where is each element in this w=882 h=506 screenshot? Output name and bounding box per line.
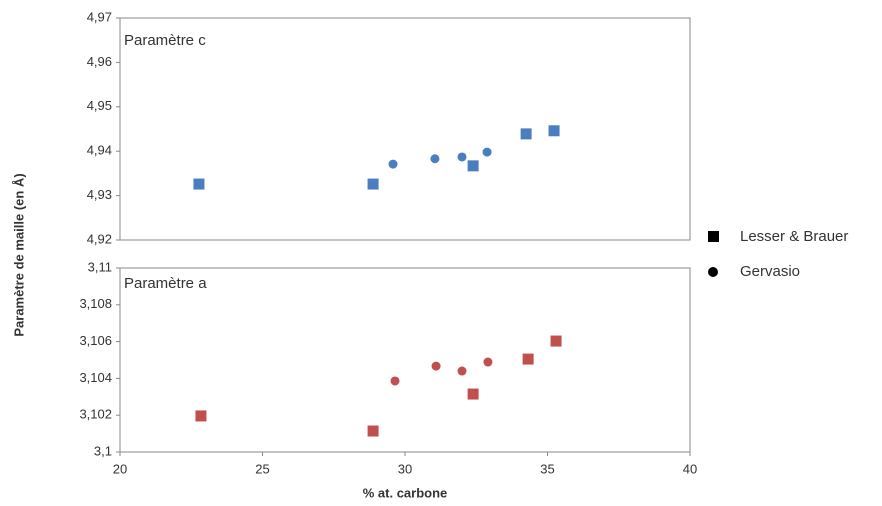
- panel-title: Paramètre a: [124, 275, 207, 292]
- x-tick-label: 20: [113, 461, 127, 476]
- legend-label: Gervasio: [740, 263, 800, 280]
- point: [457, 366, 467, 376]
- legend-marker: [708, 231, 719, 242]
- point: [367, 425, 379, 437]
- y-tick-label: 4,94: [87, 143, 112, 158]
- point: [367, 178, 379, 190]
- point: [467, 388, 479, 400]
- point: [483, 357, 493, 367]
- y-tick-label: 3,11: [88, 259, 112, 274]
- legend-marker: [708, 267, 718, 277]
- panel-frame: [119, 17, 691, 241]
- y-tick-label: 3,104: [79, 370, 112, 385]
- point: [550, 335, 562, 347]
- y-tick-label: 3,106: [79, 333, 112, 348]
- point: [467, 160, 479, 172]
- y-tick-label: 4,95: [87, 98, 112, 113]
- point: [482, 147, 492, 157]
- panel-title: Paramètre c: [124, 32, 206, 49]
- point: [522, 353, 534, 365]
- x-tick-label: 30: [398, 461, 412, 476]
- point: [431, 361, 441, 371]
- point: [548, 125, 560, 137]
- y-tick-label: 4,92: [87, 231, 112, 246]
- point: [457, 152, 467, 162]
- y-tick-label: 4,96: [87, 54, 112, 69]
- y-tick-label: 3,102: [79, 407, 112, 422]
- y-tick-label: 3,108: [79, 296, 112, 311]
- point: [193, 178, 205, 190]
- point: [520, 128, 532, 140]
- legend-label: Lesser & Brauer: [740, 228, 848, 245]
- point: [388, 159, 398, 169]
- point: [195, 410, 207, 422]
- y-tick-label: 4,97: [87, 9, 112, 24]
- point: [430, 154, 440, 164]
- point: [390, 376, 400, 386]
- y-axis-label: Paramètre de maille (en Å): [11, 173, 26, 336]
- x-tick-label: 40: [683, 461, 697, 476]
- x-axis-label: % at. carbone: [363, 485, 448, 500]
- x-tick-label: 35: [540, 461, 554, 476]
- y-tick-label: 4,93: [87, 187, 112, 202]
- panel-frame: [119, 267, 691, 453]
- x-tick-label: 25: [255, 461, 269, 476]
- y-tick-label: 3,1: [94, 443, 112, 458]
